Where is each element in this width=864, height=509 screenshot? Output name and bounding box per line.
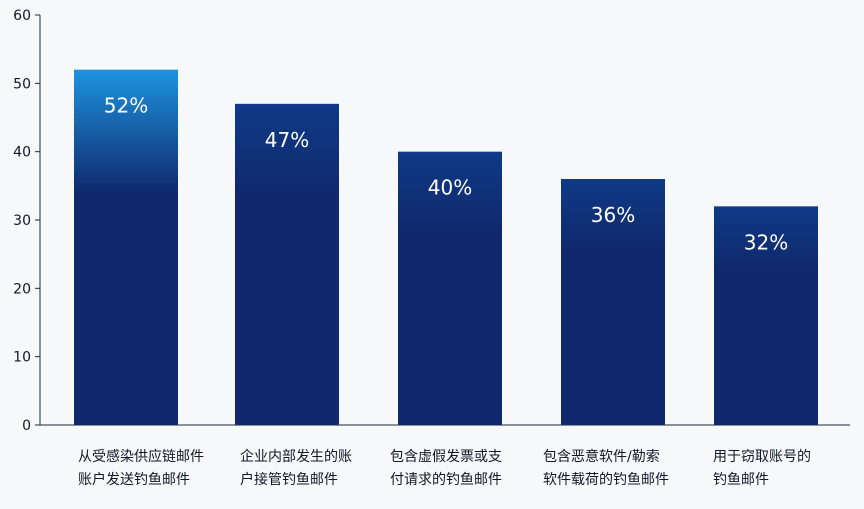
bar xyxy=(74,69,178,426)
x-category-label-line: 付请求的钓鱼邮件 xyxy=(390,471,502,488)
bar-value-label: 52% xyxy=(104,94,148,118)
y-tick-label: 10 xyxy=(13,350,31,366)
y-tick-label: 0 xyxy=(22,418,31,434)
y-tick-label: 60 xyxy=(13,8,31,24)
x-axis-labels: 从受感染供应链邮件账户发送钓鱼邮件企业内部发生的账户接管钓鱼邮件包含虚假发票或支… xyxy=(78,448,811,488)
x-category-label-line: 户接管钓鱼邮件 xyxy=(240,471,338,488)
x-category-label-line: 企业内部发生的账 xyxy=(240,448,352,465)
x-category-label-line: 钓鱼邮件 xyxy=(713,471,769,488)
x-category-label-line: 软件载荷的钓鱼邮件 xyxy=(543,471,669,488)
y-tick-label: 20 xyxy=(13,281,31,297)
bar-value-label: 47% xyxy=(265,128,309,152)
x-category-label-line: 从受感染供应链邮件 xyxy=(78,448,204,465)
x-category-label-line: 账户发送钓鱼邮件 xyxy=(78,471,190,488)
x-category-label-line: 包含恶意软件/勒索 xyxy=(543,448,660,465)
x-category-label: 从受感染供应链邮件账户发送钓鱼邮件 xyxy=(78,448,204,488)
x-category-label-line: 包含虚假发票或支 xyxy=(390,449,502,465)
y-tick-label: 40 xyxy=(13,145,31,161)
x-category-label: 包含恶意软件/勒索软件载荷的钓鱼邮件 xyxy=(543,448,669,488)
y-tick-label: 50 xyxy=(13,76,31,92)
x-category-label: 企业内部发生的账户接管钓鱼邮件 xyxy=(240,448,352,488)
bar xyxy=(235,103,339,425)
x-category-label-line: 用于窃取账号的 xyxy=(713,449,811,465)
x-category-label: 用于窃取账号的钓鱼邮件 xyxy=(713,449,811,488)
bars-group: 52% 47% 40% 36% 32% xyxy=(74,69,818,426)
bar xyxy=(561,179,665,425)
bar xyxy=(398,151,502,425)
bar xyxy=(714,206,818,425)
bar-value-label: 32% xyxy=(744,230,788,254)
bar-value-label: 36% xyxy=(591,203,635,227)
y-tick-label: 30 xyxy=(13,213,31,229)
x-category-label: 包含虚假发票或支付请求的钓鱼邮件 xyxy=(390,449,502,488)
bar-value-label: 40% xyxy=(428,176,472,200)
